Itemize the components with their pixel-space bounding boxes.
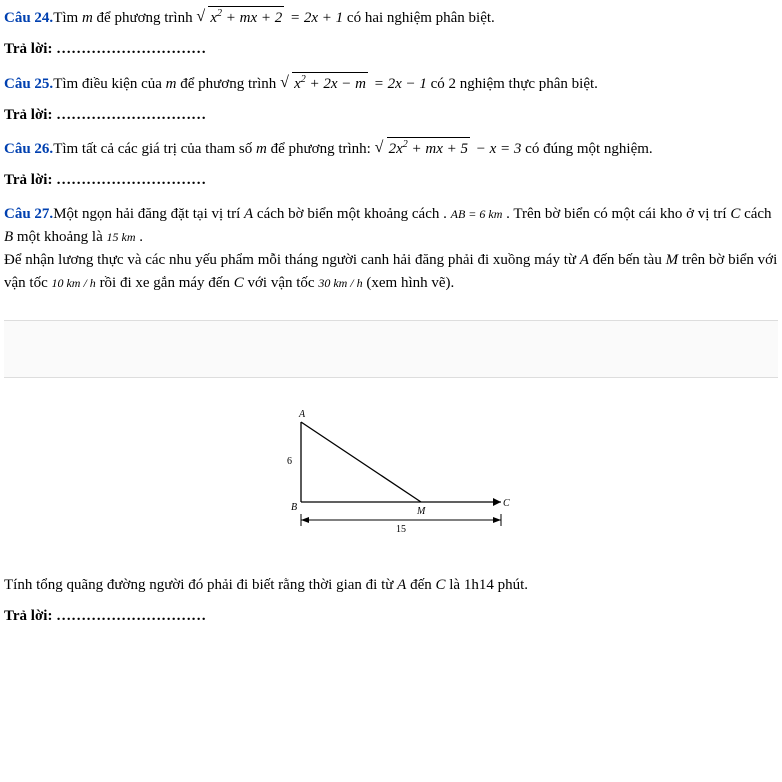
diagram-label-A: A <box>298 409 306 420</box>
q25-var-m: m <box>166 76 177 92</box>
q27-l1d: cách <box>740 206 771 222</box>
diagram-label-6: 6 <box>287 456 292 467</box>
question-27: Câu 27.Một ngọn hải đăng đặt tại vị trí … <box>4 203 778 296</box>
sqrt-icon: x2 + 2x − m <box>282 72 368 96</box>
triangle-diagram: A 6 B M C 15 <box>4 402 778 550</box>
q27-l2f: (xem hình vẽ). <box>363 275 455 291</box>
q27-final-mid: đến <box>406 577 435 593</box>
question-24: Câu 24.Tìm m để phương trình x2 + mx + 2… <box>4 6 778 30</box>
q27-l2d: rồi đi xe gắn máy đến <box>96 275 234 291</box>
sqrt-icon: 2x2 + mx + 5 <box>377 137 470 161</box>
q24-label: Câu 24. <box>4 10 53 26</box>
q27-M: M <box>666 252 679 268</box>
q25-answer: Trả lời: ………………………… <box>4 104 778 127</box>
q27-l1b: cách bờ biển một khoảng cách . <box>253 206 450 222</box>
q27-label: Câu 27. <box>4 206 53 222</box>
diagram-label-C: C <box>503 498 510 509</box>
q27-l2a: Để nhận lương thực và các nhu yếu phẩm m… <box>4 252 580 268</box>
question-26: Câu 26.Tìm tất cả các giá trị của tham s… <box>4 137 778 161</box>
q26-rhs: − x = 3 <box>472 141 521 157</box>
q25-text-pre: Tìm điều kiện của <box>53 76 165 92</box>
q27-answer: Trả lời: ………………………… <box>4 605 778 628</box>
q27-C: C <box>730 206 740 222</box>
q27-final-A: A <box>397 577 406 593</box>
q27-15: 15 km <box>107 230 136 244</box>
q25-label: Câu 25. <box>4 76 53 92</box>
q24-text-pre: Tìm <box>53 10 82 26</box>
diagram-label-15: 15 <box>396 524 406 535</box>
q26-answer: Trả lời: ………………………… <box>4 169 778 192</box>
diagram-label-B: B <box>291 502 297 513</box>
q27-v1: 10 km / h <box>51 276 95 290</box>
q27-l2b: đến bến tàu <box>589 252 666 268</box>
q27-AB: AB = 6 km <box>451 207 503 221</box>
q27-final-pre: Tính tổng quãng đường người đó phải đi b… <box>4 577 397 593</box>
q26-sqrt-body: 2x2 + mx + 5 <box>387 137 470 161</box>
q26-var-m: m <box>256 141 267 157</box>
q25-text-mid: để phương trình <box>177 76 281 92</box>
q24-answer: Trả lời: ………………………… <box>4 38 778 61</box>
q27-B: B <box>4 229 13 245</box>
q27-final-C: C <box>436 577 446 593</box>
page-break-gap <box>4 320 778 378</box>
q27-final-post: là 1h14 phút. <box>446 577 529 593</box>
q27-final: Tính tổng quãng đường người đó phải đi b… <box>4 574 778 597</box>
q25-text-post: có 2 nghiệm thực phân biệt. <box>427 76 598 92</box>
q27-A2: A <box>580 252 589 268</box>
q27-A: A <box>244 206 253 222</box>
q24-sqrt-body: x2 + mx + 2 <box>208 6 284 30</box>
q24-rhs: = 2x + 1 <box>286 10 343 26</box>
q24-text-post: có hai nghiệm phân biệt. <box>343 10 495 26</box>
question-25: Câu 25.Tìm điều kiện của m để phương trì… <box>4 72 778 96</box>
q27-l1c: . Trên bờ biển có một cái kho ở vị trí <box>502 206 730 222</box>
sqrt-icon: x2 + mx + 2 <box>198 6 284 30</box>
q24-var-m: m <box>82 10 93 26</box>
q24-text-mid: để phương trình <box>93 10 197 26</box>
q27-l1f: . <box>136 229 144 245</box>
q27-v2: 30 km / h <box>318 276 362 290</box>
q26-text-pre: Tìm tất cả các giá trị của tham số <box>53 141 256 157</box>
q26-label: Câu 26. <box>4 141 53 157</box>
q27-l2e: với vận tốc <box>244 275 319 291</box>
q27-l1a: Một ngọn hải đăng đặt tại vị trí <box>53 206 244 222</box>
q25-rhs: = 2x − 1 <box>370 76 427 92</box>
q26-text-post: có đúng một nghiệm. <box>521 141 652 157</box>
q25-sqrt-body: x2 + 2x − m <box>292 72 368 96</box>
diagram-label-M: M <box>416 506 426 517</box>
q27-l1e: một khoảng là <box>13 229 106 245</box>
q27-C2: C <box>234 275 244 291</box>
q26-text-mid: để phương trình: <box>267 141 375 157</box>
